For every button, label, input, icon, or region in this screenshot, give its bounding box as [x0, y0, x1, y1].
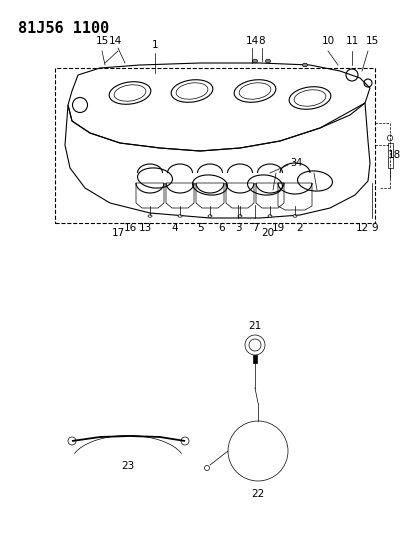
- Text: 23: 23: [121, 461, 134, 471]
- Text: 4: 4: [171, 223, 178, 233]
- Bar: [55, 68, 374, 223]
- Bar: [387, 143, 392, 168]
- Text: 34: 34: [289, 158, 301, 168]
- Text: 21: 21: [248, 321, 261, 331]
- Text: 7: 7: [251, 223, 258, 233]
- Text: 6: 6: [218, 223, 225, 233]
- Ellipse shape: [387, 135, 392, 141]
- Text: 15: 15: [365, 36, 378, 46]
- Text: 10: 10: [320, 36, 334, 46]
- Text: 8: 8: [258, 36, 265, 46]
- Ellipse shape: [207, 215, 211, 217]
- Text: 81J56 1100: 81J56 1100: [18, 21, 109, 36]
- Text: 20: 20: [261, 228, 274, 238]
- FancyArrow shape: [252, 355, 256, 363]
- Text: 17: 17: [111, 228, 124, 238]
- Text: 3: 3: [234, 223, 241, 233]
- Text: 16: 16: [123, 223, 136, 233]
- Ellipse shape: [252, 59, 257, 63]
- Text: 14: 14: [108, 36, 121, 46]
- Text: 5: 5: [196, 223, 203, 233]
- Text: 13: 13: [138, 223, 151, 233]
- Text: 12: 12: [354, 223, 368, 233]
- Text: 22: 22: [251, 489, 264, 499]
- Ellipse shape: [147, 215, 152, 217]
- Text: 18: 18: [387, 150, 400, 160]
- Text: 9: 9: [371, 223, 377, 233]
- Text: 11: 11: [344, 36, 358, 46]
- Text: 19: 19: [271, 223, 284, 233]
- Text: 1: 1: [151, 40, 158, 50]
- Text: 2: 2: [296, 223, 303, 233]
- Ellipse shape: [265, 59, 270, 63]
- Ellipse shape: [178, 215, 182, 217]
- Ellipse shape: [292, 215, 296, 217]
- Text: 15: 15: [95, 36, 108, 46]
- Ellipse shape: [237, 215, 242, 217]
- Ellipse shape: [302, 63, 307, 67]
- Ellipse shape: [267, 215, 271, 217]
- Text: 14: 14: [245, 36, 258, 46]
